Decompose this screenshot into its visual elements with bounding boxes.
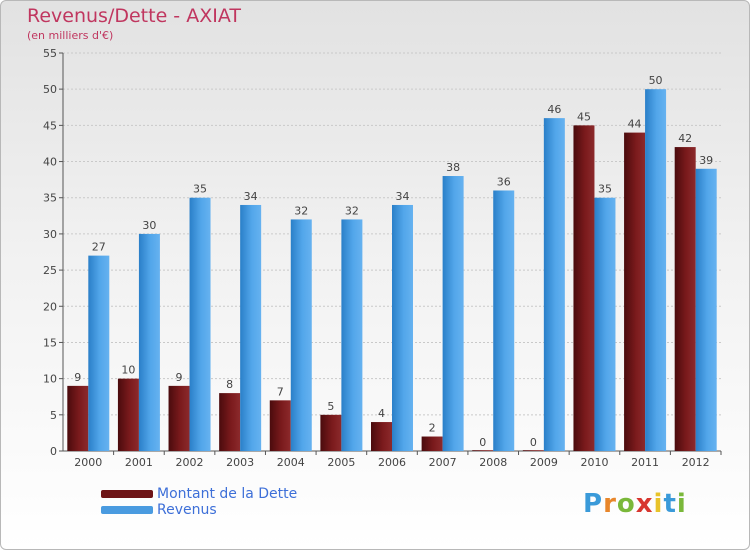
data-label-dette: 8 <box>226 378 233 391</box>
bar-dette <box>168 385 190 451</box>
data-label-revenus: 34 <box>396 190 410 203</box>
data-label-revenus: 35 <box>598 183 612 196</box>
data-label-dette: 42 <box>678 132 692 145</box>
data-label-dette: 2 <box>429 422 436 435</box>
data-label-dette: 9 <box>74 371 81 384</box>
bar-revenus <box>645 89 667 451</box>
y-tick-label: 25 <box>43 264 57 277</box>
x-tick-label: 2012 <box>682 456 710 469</box>
legend-label-dette: Montant de la Dette <box>157 486 298 502</box>
logo-letter: t <box>663 489 677 519</box>
x-tick-label: 2003 <box>226 456 254 469</box>
data-label-revenus: 36 <box>497 175 511 188</box>
bar-revenus <box>594 197 616 451</box>
bar-dette <box>421 436 443 451</box>
y-tick-label: 5 <box>50 409 57 422</box>
bar-dette <box>573 125 595 451</box>
x-tick-label: 2009 <box>530 456 558 469</box>
data-label-revenus: 32 <box>345 204 359 217</box>
data-label-dette: 45 <box>577 110 591 123</box>
x-tick-label: 2007 <box>429 456 457 469</box>
legend-label-revenus: Revenus <box>157 502 217 518</box>
x-tick-label: 2000 <box>74 456 102 469</box>
logo-letter: i <box>676 489 687 519</box>
x-tick-label: 2008 <box>479 456 507 469</box>
bar-revenus <box>695 168 717 452</box>
y-tick-label: 0 <box>50 445 57 458</box>
logo-letter: x <box>635 489 654 519</box>
y-tick-label: 10 <box>43 373 57 386</box>
y-tick-label: 40 <box>43 156 57 169</box>
bar-revenus <box>189 197 211 451</box>
x-tick-label: 2001 <box>125 456 153 469</box>
bar-dette <box>472 450 494 451</box>
bar-revenus <box>240 204 262 451</box>
data-label-dette: 10 <box>121 364 135 377</box>
bar-dette <box>674 147 696 451</box>
x-tick-label: 2002 <box>176 456 204 469</box>
logo-letter: r <box>603 489 617 519</box>
bar-revenus <box>493 190 515 451</box>
label-layer: 0510152025303540455055200092720011030200… <box>43 47 713 469</box>
data-label-revenus: 46 <box>547 103 561 116</box>
logo-letter: i <box>653 489 664 519</box>
bar-revenus <box>290 219 312 451</box>
logo-letter: o <box>616 489 636 519</box>
y-tick-label: 50 <box>43 83 57 96</box>
data-label-revenus: 39 <box>699 154 713 167</box>
legend-swatch-revenus <box>101 506 153 514</box>
bar-dette <box>522 450 544 451</box>
bar-dette <box>624 132 646 451</box>
x-tick-label: 2010 <box>580 456 608 469</box>
bar-revenus <box>392 204 413 451</box>
data-label-revenus: 35 <box>193 183 207 196</box>
y-tick-label: 35 <box>43 192 57 205</box>
bar-dette <box>371 422 392 451</box>
y-tick-label: 55 <box>43 47 57 60</box>
y-tick-label: 15 <box>43 336 57 349</box>
y-tick-label: 20 <box>43 300 57 313</box>
y-tick-label: 30 <box>43 228 57 241</box>
logo-letter: P <box>583 489 604 519</box>
data-label-dette: 9 <box>176 371 183 384</box>
chart-subtitle: (en milliers d'€) <box>27 29 114 42</box>
bar-dette <box>117 378 139 451</box>
bar-layer <box>67 89 717 452</box>
bar-dette <box>269 400 291 451</box>
bar-revenus <box>442 176 464 451</box>
data-label-revenus: 32 <box>294 204 308 217</box>
bar-dette <box>320 414 342 451</box>
y-tick-label: 45 <box>43 119 57 132</box>
chart-title: Revenus/Dette - AXIAT <box>27 5 241 27</box>
bar-revenus <box>88 255 110 451</box>
data-label-revenus: 34 <box>244 190 258 203</box>
bar-revenus <box>341 219 363 451</box>
bar-dette <box>67 385 89 451</box>
x-tick-label: 2011 <box>631 456 659 469</box>
bar-dette <box>219 393 241 451</box>
x-tick-label: 2006 <box>378 456 406 469</box>
data-label-dette: 7 <box>277 385 284 398</box>
data-label-revenus: 38 <box>446 161 460 174</box>
x-tick-label: 2005 <box>327 456 355 469</box>
data-label-revenus: 50 <box>649 74 663 87</box>
data-label-dette: 4 <box>378 407 385 420</box>
data-label-dette: 5 <box>327 400 334 413</box>
data-label-dette: 0 <box>479 436 486 449</box>
data-label-dette: 44 <box>628 118 642 131</box>
proxiti-logo: Proxiti <box>583 489 687 519</box>
bar-revenus <box>543 118 565 452</box>
legend-swatch-dette <box>101 490 153 498</box>
bar-revenus <box>138 233 160 451</box>
data-label-revenus: 27 <box>92 241 106 254</box>
data-label-dette: 0 <box>530 436 537 449</box>
data-label-revenus: 30 <box>142 219 156 232</box>
x-tick-label: 2004 <box>277 456 305 469</box>
